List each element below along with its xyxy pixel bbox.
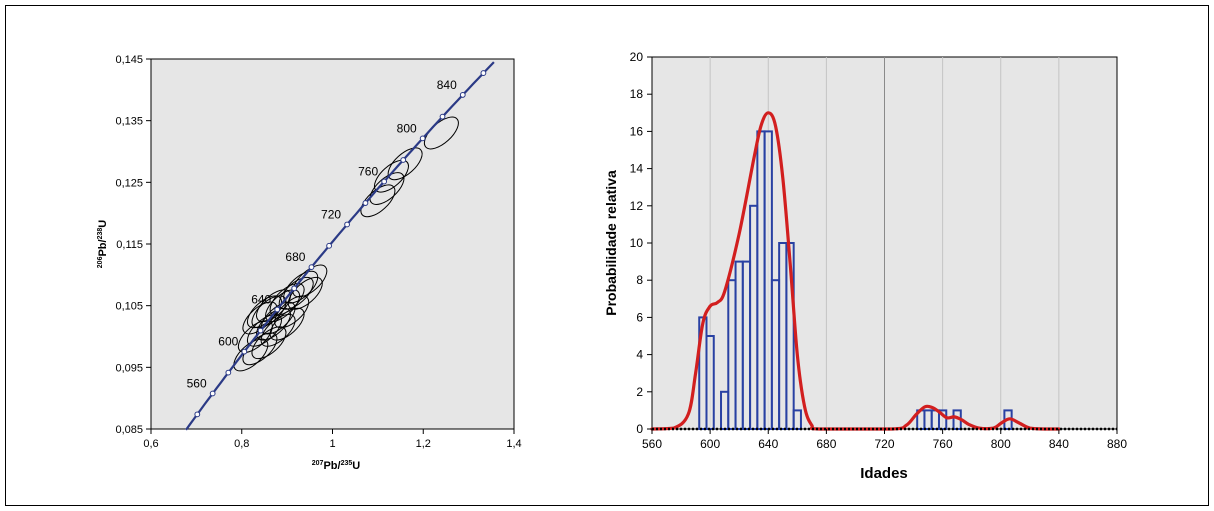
histogram-y-tick-label: 16: [630, 124, 644, 138]
concordia-age-label: 720: [321, 207, 341, 221]
concordia-age-marker: [419, 135, 426, 142]
concordia-age-marker: [459, 92, 466, 98]
histogram-bar: [778, 242, 788, 430]
concordia-x-tick-label: 1,4: [506, 438, 521, 450]
concordia-age-marker: [480, 70, 487, 76]
concordia-age-marker: [241, 348, 248, 355]
concordia-x-tick-label: 1,2: [416, 438, 431, 450]
concordia-age-label: 640: [251, 293, 271, 307]
concordia-age-label: 800: [397, 121, 417, 135]
histogram-x-tick-label: 600: [700, 437, 720, 451]
concordia-chart: 560 600 640 680 720 760 800 840 0,6 0,8 1 1,2 1,4 0…: [97, 54, 522, 472]
concordia-x-tick-label: 0,8: [234, 438, 249, 450]
concordia-age-marker: [291, 285, 298, 292]
histogram-x-tick-label: 800: [991, 437, 1011, 451]
error-ellipse: [269, 307, 305, 341]
error-ellipse: [265, 289, 301, 323]
error-ellipse: [369, 172, 405, 205]
error-ellipse: [246, 295, 282, 329]
concordia-y-tick-label: 0,085: [115, 424, 143, 436]
histogram-bar: [727, 279, 737, 431]
concordia-y-tick-label: 0,095: [115, 362, 143, 374]
histogram-y-tick-label: 14: [630, 162, 644, 176]
histogram-chart: 560 600 640 680 720 760 800 840 880 0 2 4 6 8 10 12 14 1…: [603, 50, 1127, 482]
histogram-y-tick-label: 12: [630, 199, 644, 213]
concordia-age-label: 600: [218, 335, 238, 349]
histogram-y-tick-label: 4: [636, 348, 643, 362]
concordia-age-label: 560: [187, 377, 207, 391]
histogram-y-tick-label: 20: [630, 50, 644, 64]
concordia-x-ticks: 0,6 0,8 1 1,2 1,4: [143, 429, 522, 450]
histogram-bar: [734, 260, 744, 430]
histogram-y-tick-label: 6: [636, 310, 643, 324]
concordia-plot-area: [150, 58, 515, 430]
histogram-bar: [720, 390, 730, 430]
histogram-bar: [749, 204, 759, 430]
concordia-age-markers: [194, 70, 487, 418]
concordia-age-marker: [274, 306, 281, 313]
histogram-y-tick-label: 0: [636, 422, 643, 436]
concordia-age-marker: [400, 157, 407, 163]
histogram-y-ticks: 0 2 4 6 8 10 12 14 16 18 20: [630, 50, 652, 436]
concordia-age-marker: [439, 113, 446, 120]
concordia-age-marker: [344, 221, 350, 228]
error-ellipse: [387, 147, 423, 181]
concordia-age-label: 760: [358, 165, 378, 179]
histogram-bar: [923, 409, 933, 430]
histogram-y-tick-label: 2: [636, 385, 643, 399]
concordia-age-marker: [225, 369, 232, 376]
histogram-x-ticks: 560 600 640 680 720 760 800 840 880: [642, 429, 1127, 451]
concordia-y-tick-label: 0,115: [116, 239, 143, 251]
concordia-y-tick-label: 0,145: [115, 54, 143, 66]
concordia-age-marker: [381, 178, 388, 185]
histogram-x-tick-label: 760: [933, 437, 953, 451]
concordia-x-axis-label: 207Pb/235U: [312, 460, 361, 472]
concordia-x-tick-label: 0,6: [143, 438, 158, 450]
concordia-curve: [185, 61, 495, 431]
error-ellipse: [292, 264, 328, 298]
histogram-y-tick-label: 10: [630, 236, 644, 250]
histogram-x-tick-label: 840: [1049, 437, 1069, 451]
error-ellipse: [287, 276, 323, 310]
histogram-x-tick-label: 680: [816, 437, 836, 451]
concordia-x-tick-label: 1: [329, 438, 335, 450]
histogram-bar: [705, 335, 715, 430]
histogram-x-tick-label: 560: [642, 437, 662, 451]
concordia-y-tick-label: 0,105: [115, 301, 143, 313]
concordia-age-marker: [194, 411, 201, 418]
error-ellipse: [274, 295, 310, 329]
concordia-age-marker: [326, 242, 333, 249]
concordia-y-tick-label: 0,125: [115, 177, 143, 189]
concordia-age-marker: [209, 390, 216, 397]
histogram-bar: [756, 130, 766, 430]
histogram-y-axis-label: Probabilidade relativa: [603, 170, 619, 316]
histogram-bar: [741, 260, 752, 430]
concordia-y-ticks: 0,085 0,095 0,105 0,115 0,125 0,135 0,145: [115, 54, 151, 436]
histogram-y-tick-label: 8: [636, 273, 643, 287]
histogram-bar: [770, 279, 781, 431]
histogram-y-tick-label: 18: [630, 87, 644, 101]
concordia-age-marker: [257, 327, 264, 334]
concordia-age-marker: [308, 264, 315, 271]
histogram-bar: [792, 409, 802, 430]
histogram-x-tick-label: 880: [1107, 437, 1127, 451]
histogram-x-tick-label: 720: [874, 437, 894, 451]
histogram-bar: [763, 130, 773, 430]
concordia-y-tick-label: 0,135: [115, 116, 143, 128]
concordia-age-label: 840: [437, 78, 457, 92]
histogram-bar: [930, 409, 940, 430]
concordia-age-label: 680: [285, 250, 305, 264]
concordia-y-axis-label: 206Pb/238U: [97, 220, 109, 269]
histogram-x-tick-label: 640: [758, 437, 778, 451]
concordia-age-labels: 560 600 640 680 720 760 800 840: [187, 78, 457, 391]
concordia-age-marker: [362, 200, 369, 206]
histogram-x-axis-label: Idades: [860, 465, 908, 482]
error-ellipses: [233, 116, 459, 372]
